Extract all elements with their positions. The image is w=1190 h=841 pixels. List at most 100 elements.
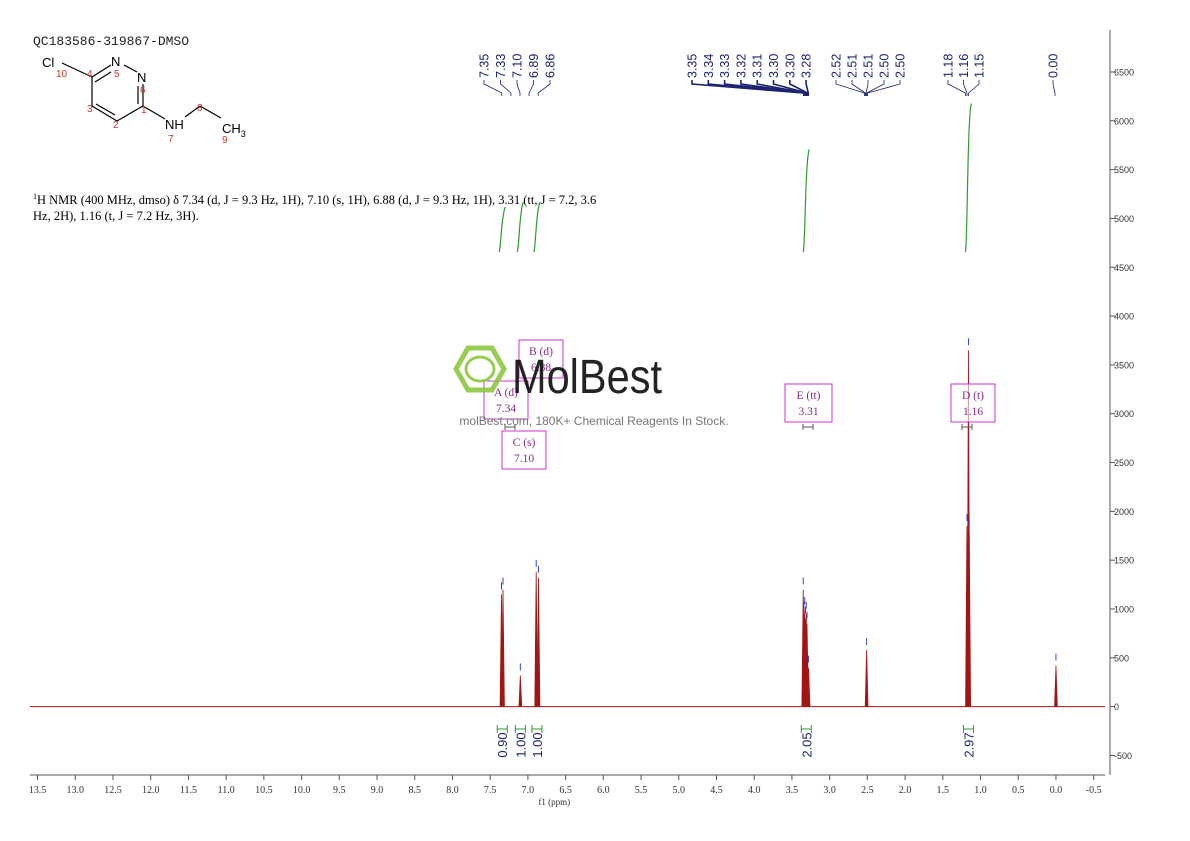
multiplet-shift: 1.16 [963, 406, 983, 418]
integral-curve [516, 201, 524, 253]
superscript: 1 [33, 192, 37, 201]
bond [123, 64, 138, 73]
peak-connector [947, 80, 966, 96]
x-tick-label: 8.5 [408, 785, 421, 796]
y-tick-label: 2500 [1114, 458, 1134, 468]
peak-connector [500, 80, 512, 96]
peak-label: 3.35 [686, 54, 700, 78]
bond [91, 64, 112, 78]
y-tick-label: 2000 [1114, 507, 1134, 517]
multiplet-box [950, 383, 996, 423]
x-tick-label: 13.5 [29, 785, 47, 796]
x-tick-label: 3.5 [786, 785, 799, 796]
y-tick-label: 5000 [1114, 214, 1134, 224]
y-tick-label: 5500 [1114, 165, 1134, 175]
bond [95, 103, 116, 116]
peak-label: 2.50 [894, 54, 908, 78]
y-tick-label: 4500 [1114, 263, 1134, 273]
peak-label: 7.10 [511, 54, 525, 78]
multiplet-box [501, 430, 547, 470]
integral-curve [802, 149, 810, 253]
atom-label: CH3 [222, 121, 246, 139]
peak [967, 530, 972, 707]
peak-label: 2.51 [846, 54, 860, 78]
peak-label: 7.33 [494, 54, 508, 78]
multiplet-bracket [504, 424, 516, 430]
peak [534, 571, 538, 707]
peak-label: 2.50 [878, 54, 892, 78]
integral-bracket [514, 725, 526, 733]
integral-label: 1.00 [530, 732, 545, 757]
multiplet-label: D (t) [962, 390, 984, 402]
x-tick-label: -0.5 [1086, 785, 1102, 796]
x-tick-label: 4.0 [748, 785, 761, 796]
x-tick-label: 3.0 [823, 785, 836, 796]
peak-connector [968, 80, 980, 96]
peak-label: 2.51 [862, 54, 876, 78]
x-tick-label: 9.5 [333, 785, 346, 796]
atom-numbers: 10 4 5 6 1 3 2 7 8 9 [56, 69, 228, 146]
integral-bracket [531, 725, 543, 733]
multiplet-bracket [802, 424, 814, 430]
atom-number: 9 [222, 135, 228, 146]
integral-bracket [962, 725, 974, 733]
y-tick-label: 6500 [1114, 67, 1134, 77]
peak [864, 650, 869, 707]
multiplet-label: B (d) [529, 346, 553, 358]
x-tick-label: 2.5 [861, 785, 874, 796]
bond [61, 62, 93, 78]
bond [142, 105, 166, 120]
peak-label: 3.33 [718, 54, 732, 78]
integral-label: 1.00 [513, 732, 528, 757]
x-tick-label: 2.0 [899, 785, 912, 796]
logo-hexagon [453, 345, 507, 393]
atom-label: NH [165, 117, 184, 132]
peak-label: 6.86 [544, 54, 558, 78]
x-tick-label: 0.0 [1050, 785, 1063, 796]
peak [806, 667, 811, 707]
x-tick-label: 4.5 [710, 785, 723, 796]
x-tick-label: 7.0 [522, 785, 535, 796]
x-tick-label: 5.5 [635, 785, 648, 796]
peak-connector [537, 80, 551, 96]
peak-connector [835, 80, 865, 96]
y-tick-label: 1000 [1114, 605, 1134, 615]
y-tick-label: -500 [1114, 751, 1132, 761]
bond [116, 105, 144, 122]
logo-brand: MolBest [512, 351, 662, 404]
x-tick-label: 1.0 [974, 785, 987, 796]
molecule [61, 62, 222, 122]
atom-number: 3 [87, 104, 93, 115]
integral-label: 2.05 [799, 732, 814, 757]
multiplet-shift: 7.10 [514, 453, 534, 465]
atom-number: 1 [141, 105, 147, 116]
x-tick-label: 13.0 [67, 785, 85, 796]
atom-label: N [111, 54, 120, 69]
atom-number: 4 [87, 69, 93, 80]
peak-label: 3.28 [800, 54, 814, 78]
integral-bracket [496, 725, 508, 733]
x-tick-label: 1.5 [937, 785, 950, 796]
x-tick-label: 11.0 [218, 785, 235, 796]
peak-label: 1.15 [973, 54, 987, 78]
bond [94, 71, 112, 83]
logo-circle [464, 355, 496, 383]
integral-bracket [800, 725, 812, 733]
multiplet-label: C (s) [513, 437, 536, 449]
integral-label: 2.97 [961, 732, 976, 757]
x-tick-label: 7.5 [484, 785, 497, 796]
x-tick-label: 12.0 [142, 785, 160, 796]
multiplet-bracket [961, 424, 973, 430]
x-tick-label: 9.0 [371, 785, 384, 796]
y-tick-label: 6000 [1114, 116, 1134, 126]
integral-curve [533, 201, 541, 253]
peak [501, 589, 505, 707]
x-tick-label: 10.0 [293, 785, 311, 796]
peak-label: 0.00 [1047, 54, 1061, 78]
logo-tagline: molBest.com, 180K+ Chemical Reagents In … [459, 414, 728, 428]
peak-connector [516, 80, 521, 96]
peak-connector [851, 80, 866, 96]
